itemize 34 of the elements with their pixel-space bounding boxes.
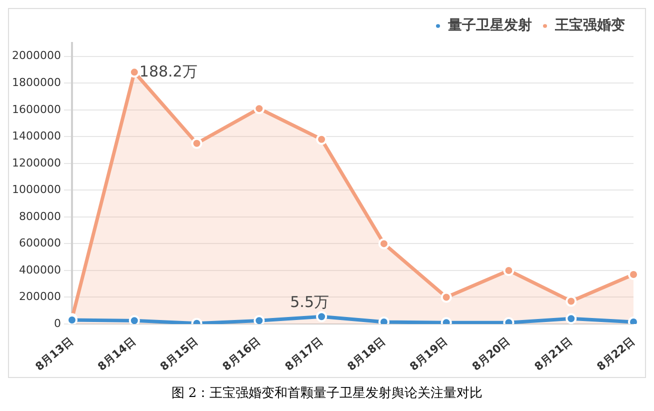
- annotation: 5.5万: [290, 293, 329, 312]
- y-tick-label: 600000: [18, 236, 61, 250]
- point: [440, 292, 452, 303]
- point: [254, 315, 265, 324]
- point: [191, 138, 202, 149]
- legend-label: 王宝强婚变: [554, 16, 625, 34]
- y-tick-label: 0: [54, 316, 61, 330]
- y-tick-label: 200000: [18, 290, 61, 304]
- y-tick-label: 400000: [18, 263, 61, 276]
- y-tick-label: 2000000: [12, 49, 61, 62]
- x-tick-label: 8月16日: [220, 334, 263, 374]
- x-tick-label: 8月14日: [95, 334, 138, 374]
- point: [566, 313, 577, 324]
- legend-label: 量子卫星发射: [447, 18, 532, 34]
- y-tick-label: 800000: [18, 210, 61, 223]
- y-tick-label: 1800000: [12, 76, 61, 89]
- x-tick-label: 8月20日: [470, 334, 512, 374]
- x-tick-label: 8月22日: [594, 334, 638, 374]
- y-tick-label: 1600000: [12, 102, 61, 116]
- x-tick-label: 8月19日: [407, 334, 450, 374]
- y-tick-label: 1200000: [12, 156, 61, 170]
- y-tick-label: 1400000: [12, 130, 61, 143]
- x-tick-label: 8月17日: [282, 334, 326, 374]
- annotation: 188.2万: [139, 62, 198, 81]
- x-tick-label: 8月13日: [32, 334, 76, 374]
- x-tick-label: 8月15日: [158, 334, 201, 374]
- caption: 图 2：王宝强婚变和首颗量子卫星发射舆论关注量对比: [170, 385, 484, 402]
- point: [378, 238, 390, 250]
- y-tick-label: 1000000: [12, 183, 61, 196]
- point: [566, 296, 577, 307]
- point: [128, 315, 140, 324]
- point: [316, 311, 328, 322]
- x-tick-label: 8月18日: [344, 334, 388, 374]
- x-tick-label: 8月21日: [532, 334, 575, 374]
